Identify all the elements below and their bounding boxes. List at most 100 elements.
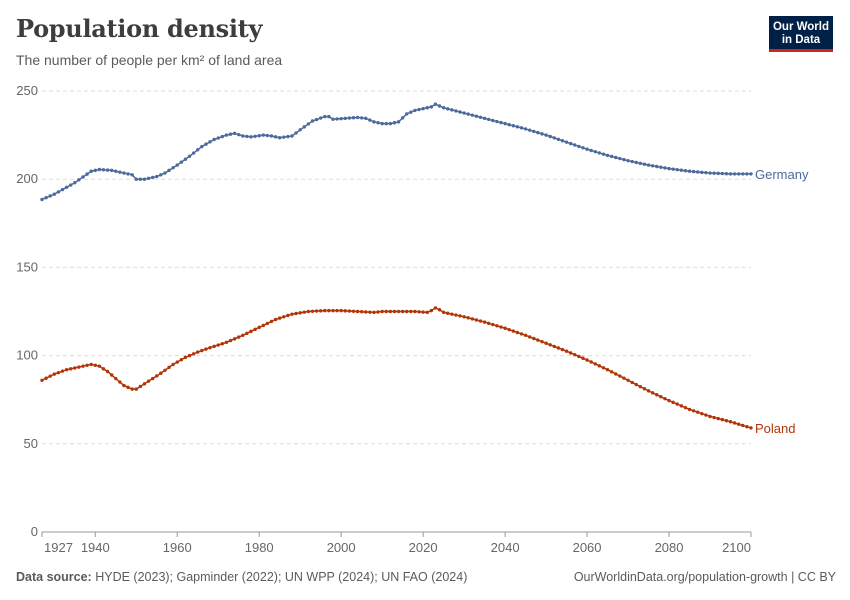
data-point-germany <box>433 102 438 106</box>
data-point-poland <box>527 335 532 339</box>
data-point-poland <box>368 310 372 314</box>
data-point-germany <box>327 114 331 119</box>
data-point-germany <box>675 167 679 172</box>
data-point-poland <box>470 317 475 321</box>
data-point-germany <box>290 134 294 138</box>
label-layer: Germany Poland <box>755 167 809 436</box>
data-point-poland <box>425 310 429 315</box>
data-point-germany <box>339 116 343 121</box>
data-point-germany <box>556 137 561 142</box>
data-point-poland <box>97 364 102 368</box>
data-point-poland <box>405 309 409 314</box>
grid-layer <box>42 90 751 445</box>
data-point-germany <box>384 121 388 126</box>
data-point-germany <box>450 108 454 112</box>
data-point-germany <box>122 171 126 175</box>
data-point-poland <box>331 308 335 313</box>
data-point-germany <box>126 172 130 176</box>
data-point-poland <box>679 404 684 408</box>
data-point-germany <box>278 136 282 140</box>
data-point-germany <box>216 136 220 140</box>
data-point-poland <box>101 367 106 371</box>
data-point-germany <box>171 166 175 170</box>
data-point-poland <box>573 353 577 357</box>
data-point-poland <box>150 376 155 381</box>
owid-logo[interactable]: Our World in Data <box>769 16 833 52</box>
data-point-poland <box>487 321 491 326</box>
data-point-poland <box>462 315 466 319</box>
data-point-germany <box>728 172 733 176</box>
data-point-poland <box>642 387 647 391</box>
data-point-germany <box>56 190 61 194</box>
data-point-germany <box>163 171 167 175</box>
data-point-poland <box>318 309 323 313</box>
data-point-poland <box>450 312 454 316</box>
data-point-germany <box>605 153 610 158</box>
data-point-poland <box>216 343 220 347</box>
data-point-germany <box>85 172 89 176</box>
data-point-poland <box>728 420 733 424</box>
data-point-germany <box>429 105 434 109</box>
data-point-poland <box>589 360 593 364</box>
data-point-poland <box>130 387 134 391</box>
data-point-poland <box>614 372 618 376</box>
data-point-poland <box>634 382 638 387</box>
source-link[interactable]: OurWorldinData.org/population-growth <box>573 570 788 584</box>
data-point-poland <box>187 353 192 358</box>
data-point-poland <box>523 333 528 338</box>
data-point-poland <box>359 310 364 314</box>
data-point-germany <box>478 115 483 119</box>
data-point-germany <box>495 119 499 124</box>
series-label-germany: Germany <box>755 167 809 182</box>
data-point-poland <box>593 362 597 366</box>
data-point-germany <box>228 132 233 136</box>
data-point-germany <box>81 175 85 179</box>
data-point-germany <box>138 177 143 181</box>
data-point-germany <box>392 121 397 125</box>
data-point-poland <box>667 398 671 403</box>
data-point-germany <box>548 134 552 139</box>
data-point-germany <box>716 171 720 176</box>
data-point-poland <box>212 344 216 349</box>
data-point-germany <box>68 183 73 187</box>
data-point-germany <box>40 197 44 202</box>
data-point-germany <box>708 171 712 175</box>
data-point-poland <box>40 378 44 382</box>
data-point-poland <box>310 309 315 313</box>
data-point-germany <box>273 135 278 139</box>
data-point-germany <box>212 137 216 142</box>
data-point-poland <box>77 365 81 369</box>
data-point-poland <box>560 347 565 352</box>
data-point-germany <box>73 181 77 185</box>
data-point-germany <box>745 172 749 176</box>
data-point-poland <box>167 365 171 370</box>
x-tick-label: 1960 <box>163 540 192 555</box>
data-point-poland <box>224 340 229 345</box>
y-tick-label: 100 <box>16 348 38 363</box>
data-point-poland <box>372 310 376 315</box>
data-point-germany <box>642 162 647 166</box>
data-point-germany <box>142 177 147 181</box>
data-point-poland <box>73 366 77 370</box>
data-point-germany <box>421 106 425 111</box>
data-point-poland <box>577 354 581 359</box>
data-point-poland <box>650 391 655 395</box>
data-point-germany <box>306 122 311 126</box>
data-point-germany <box>286 134 290 139</box>
data-point-poland <box>286 313 290 318</box>
data-point-germany <box>396 120 401 124</box>
data-point-poland <box>536 338 540 342</box>
data-point-poland <box>675 402 679 406</box>
data-point-poland <box>630 380 634 385</box>
data-point-poland <box>454 313 458 317</box>
data-point-poland <box>663 396 667 401</box>
data-point-poland <box>376 310 380 314</box>
y-tick-label: 50 <box>24 436 38 451</box>
data-point-poland <box>179 358 184 362</box>
data-point-germany <box>155 174 159 179</box>
data-point-poland <box>519 332 524 336</box>
data-point-poland <box>384 309 388 314</box>
data-point-poland <box>44 376 48 380</box>
data-point-germany <box>249 135 253 139</box>
data-point-poland <box>298 311 302 315</box>
